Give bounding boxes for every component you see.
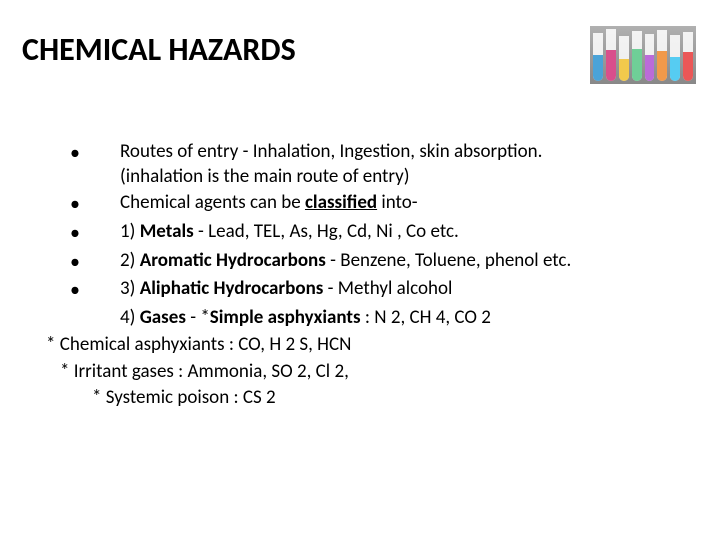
text-classified-b: classified bbox=[305, 191, 377, 214]
text-aliphatic-b: Aliphatic Hydrocarbons bbox=[140, 277, 324, 300]
text-classified-c: into- bbox=[377, 191, 417, 214]
text-gases-a: 4) bbox=[120, 306, 140, 329]
bullet-dot bbox=[60, 277, 120, 304]
text-routes: Routes of entry - Inhalation, Ingestion,… bbox=[120, 140, 542, 163]
text-gases-d: Simple asphyxiants bbox=[210, 306, 361, 329]
text-metals-b: Metals bbox=[140, 220, 194, 243]
tube-6 bbox=[657, 30, 667, 81]
text-gases-c: - * bbox=[186, 306, 210, 329]
tube-7 bbox=[670, 35, 680, 81]
page-title: CHEMICAL HAZARDS bbox=[22, 30, 296, 69]
tube-5 bbox=[645, 34, 655, 81]
content-body: Routes of entry - Inhalation, Ingestion,… bbox=[60, 140, 680, 411]
tube-8 bbox=[683, 32, 693, 81]
text-metals-c: - Lead, TEL, As, Hg, Cd, Ni , Co etc. bbox=[194, 220, 459, 243]
tube-3 bbox=[619, 36, 629, 81]
bullet-dot bbox=[60, 191, 120, 218]
text-aliphatic-c: - Methyl alcohol bbox=[323, 277, 452, 300]
bullet-dot bbox=[60, 220, 120, 247]
text-aromatic-c: - Benzene, Toluene, phenol etc. bbox=[326, 249, 571, 272]
text-gases-e: : N 2, CH 4, CO 2 bbox=[361, 306, 491, 329]
text-classified-a: Chemical agents can be bbox=[120, 191, 305, 214]
text-gases-b: Gases bbox=[140, 306, 186, 329]
bullet-item-1: Routes of entry - Inhalation, Ingestion,… bbox=[60, 140, 680, 189]
tube-1 bbox=[593, 33, 603, 81]
bullet-item-4: 2) Aromatic Hydrocarbons - Benzene, Tolu… bbox=[60, 249, 680, 276]
test-tubes-image bbox=[590, 26, 696, 84]
bullet-item-5: 3) Aliphatic Hydrocarbons - Methyl alcoh… bbox=[60, 277, 680, 304]
bullet-dot bbox=[60, 249, 120, 276]
tube-4 bbox=[632, 31, 642, 81]
text-aliphatic-a: 3) bbox=[120, 277, 140, 300]
star-line-systemic: * Systemic poison : CS 2 bbox=[92, 386, 680, 411]
bullet-empty bbox=[60, 306, 120, 331]
line-gases: 4) Gases - *Simple asphyxiants : N 2, CH… bbox=[60, 306, 680, 331]
tube-2 bbox=[606, 29, 616, 81]
bullet-item-2: Chemical agents can be classified into- bbox=[60, 191, 680, 218]
text-aromatic-a: 2) bbox=[120, 249, 140, 272]
star-line-irritant: * Irritant gases : Ammonia, SO 2, Cl 2, bbox=[60, 360, 680, 385]
text-aromatic-b: Aromatic Hydrocarbons bbox=[140, 249, 326, 272]
text-metals-a: 1) bbox=[120, 220, 140, 243]
bullet-item-3: 1) Metals - Lead, TEL, As, Hg, Cd, Ni , … bbox=[60, 220, 680, 247]
text-routes-sub: (inhalation is the main route of entry) bbox=[120, 165, 410, 188]
star-line-chemical: * Chemical asphyxiants : CO, H 2 S, HCN bbox=[46, 333, 680, 358]
bullet-dot bbox=[60, 140, 120, 189]
